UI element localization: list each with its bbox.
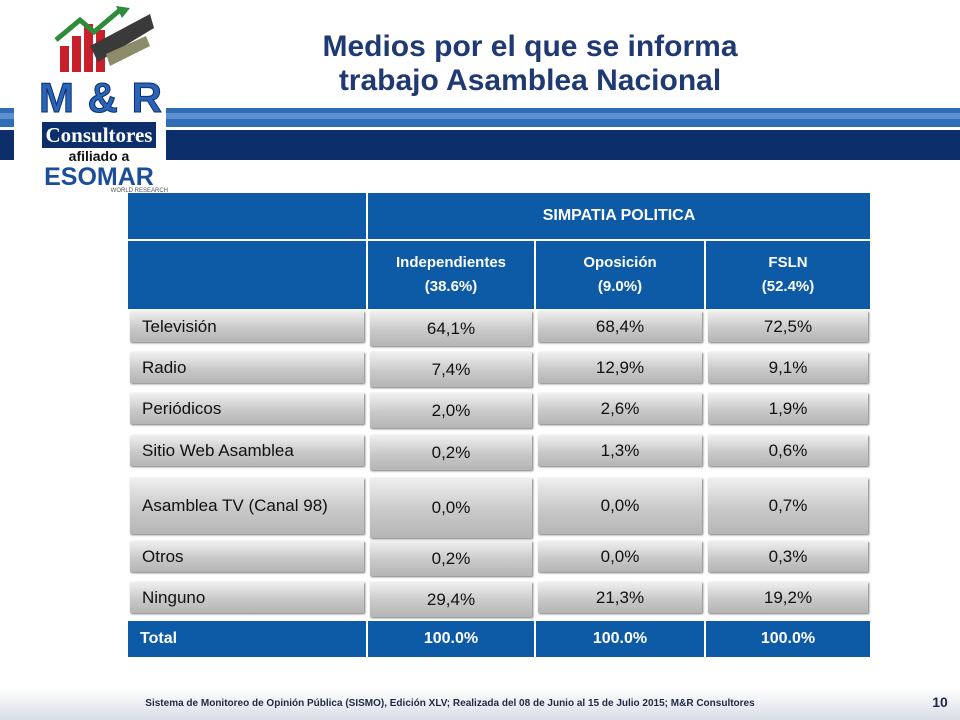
table-cell: 0,2%: [370, 541, 532, 576]
column-header-independientes: Independientes (38.6%): [368, 241, 534, 309]
group-header-label: SIMPATIA POLITICA: [542, 207, 696, 224]
logo-consultores: Consultores: [42, 122, 156, 148]
table-cell: 9,1%: [708, 352, 868, 383]
column-name: FSLN: [768, 254, 808, 271]
row-label: Asamblea TV (Canal 98): [130, 478, 364, 534]
logo-world-research: WORLD RESEARCH: [110, 188, 168, 194]
chart-logo-icon: [54, 6, 154, 72]
table-cell: 2,0%: [370, 393, 532, 428]
row-label: Ninguno: [130, 582, 364, 613]
header-stripe-divider: [0, 127, 960, 130]
table-cell: 0,3%: [708, 541, 868, 572]
table-cell: 12,9%: [538, 352, 702, 383]
header-stripe-shade: [0, 113, 960, 119]
table-cell: 0,0%: [370, 478, 532, 538]
footer-band: [0, 688, 960, 720]
row-label: Televisión: [130, 311, 364, 342]
column-pct: (52.4%): [761, 278, 815, 295]
footer-text: Sistema de Monitoreo de Opinión Pública …: [145, 698, 755, 709]
page-title: Medios por el que se informa trabajo Asa…: [250, 30, 810, 98]
table-cell: 1,3%: [538, 435, 702, 466]
table-cell: 0,7%: [708, 478, 868, 534]
total-cell: 100.0%: [536, 621, 704, 657]
table-cell: 72,5%: [708, 311, 868, 342]
column-name: Independientes: [395, 254, 507, 271]
logo-esomar: ESOMAR: [44, 163, 154, 191]
title-line-1: Medios por el que se informa: [322, 30, 738, 63]
row-label: Otros: [130, 541, 364, 572]
column-pct: (9.0%): [597, 278, 643, 295]
column-pct: (38.6%): [424, 278, 478, 295]
results-table: SIMPATIA POLITICA Independientes (38.6%)…: [128, 193, 870, 659]
column-name: Oposición: [583, 254, 657, 271]
table-corner-top: [128, 193, 366, 239]
table-cell: 29,4%: [370, 582, 532, 617]
row-label: Radio: [130, 352, 364, 383]
column-header-oposicion: Oposición (9.0%): [536, 241, 704, 309]
row-label: Sitio Web Asamblea: [130, 435, 364, 466]
table-cell: 0,0%: [538, 478, 702, 534]
row-label: Periódicos: [130, 393, 364, 424]
logo-afiliado: afiliado a: [68, 148, 130, 164]
table-cell: 0,6%: [708, 435, 868, 466]
table-cell: 0,0%: [538, 541, 702, 572]
page-number: 10: [932, 694, 948, 710]
table-cell: 21,3%: [538, 582, 702, 613]
group-header: SIMPATIA POLITICA: [368, 193, 870, 239]
table-cell: 0,2%: [370, 435, 532, 470]
table-corner-bottom: [128, 241, 366, 309]
column-header-fsln: FSLN (52.4%): [706, 241, 870, 309]
total-cell: 100.0%: [368, 621, 534, 657]
total-cell: 100.0%: [706, 621, 870, 657]
total-label: Total: [128, 621, 366, 657]
table-cell: 7,4%: [370, 352, 532, 387]
table-cell: 2,6%: [538, 393, 702, 424]
table-cell: 1,9%: [708, 393, 868, 424]
company-logo: M & R Consultores afiliado a ESOMAR WORL…: [14, 6, 168, 194]
table-cell: 68,4%: [538, 311, 702, 342]
table-cell: 64,1%: [370, 311, 532, 346]
table-cell: 19,2%: [708, 582, 868, 613]
title-line-2: trabajo Asamblea Nacional: [338, 64, 722, 97]
logo-brand: M & R: [39, 74, 163, 121]
